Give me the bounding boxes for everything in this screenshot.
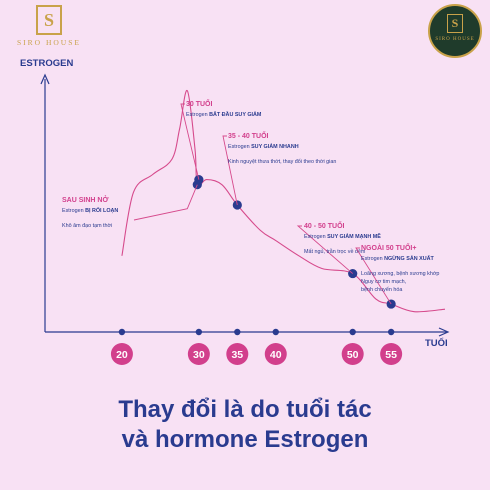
- annotation-connector: [133, 184, 198, 221]
- annotation-subtitle-prefix: Estrogen: [186, 112, 209, 118]
- annotation-subtitle-emphasis: NGỪNG SẢN XUẤT: [384, 255, 434, 262]
- x-axis-arrow: [438, 327, 450, 337]
- annotation-title: SAU SINH NỞ: [62, 195, 108, 204]
- annotation-subtitle-prefix: Estrogen: [62, 208, 85, 214]
- x-tick-label: 40: [270, 349, 282, 361]
- brand-name-right: SIRO HOUSE: [435, 37, 475, 42]
- annotation-subtitle-emphasis: SUY GIẢM NHANH: [251, 143, 299, 150]
- y-axis-arrow: [40, 73, 50, 85]
- brand-logo-left: S SIRO HOUSE: [14, 5, 84, 47]
- x-tick-label: 55: [385, 349, 397, 361]
- x-tick-badge: [380, 343, 403, 365]
- annotation-title: NGOÀI 50 TUỔI+: [361, 243, 416, 252]
- annotation-subtitle: Estrogen NGỪNG SẢN XUẤT: [361, 255, 434, 262]
- x-tick-dot: [234, 328, 241, 336]
- annotation-connector: [222, 135, 238, 206]
- x-tick-badge: [264, 343, 287, 365]
- annotation-subtitle-emphasis: SUY GIẢM MẠNH MẼ: [327, 233, 381, 240]
- annotation-note: Mất ngủ, trằn trọc về đêm: [304, 248, 366, 255]
- annotation-subtitle-prefix: Estrogen: [228, 144, 251, 150]
- brand-name: SIRO HOUSE: [17, 38, 81, 47]
- annotation-title: 30 TUỔI: [186, 99, 213, 108]
- annotation-subtitle-emphasis: BỊ RỐI LOẠN: [85, 207, 118, 214]
- x-tick-label: 30: [193, 349, 205, 361]
- annotation-subtitle: Estrogen BẮT ĐẦU SUY GIẢM: [186, 110, 262, 118]
- annotation-title: 40 - 50 TUỔI: [304, 221, 345, 230]
- annotation-connector: [355, 247, 392, 305]
- estrogen-curve: [121, 90, 446, 313]
- annotation-note: Loãng xương, bệnh xương khớp: [361, 271, 439, 277]
- x-tick-badge: [226, 343, 249, 365]
- x-axis-label: TUỔI: [425, 338, 448, 349]
- x-tick-label: 50: [347, 349, 359, 361]
- annotation-connector: [180, 103, 200, 180]
- annotation-subtitle: Estrogen SUY GIẢM MẠNH MẼ: [304, 233, 381, 240]
- annotation-title: 35 - 40 TUỔI: [228, 131, 269, 140]
- x-tick-dot: [349, 328, 356, 336]
- brand-logo-right: S SIRO HOUSE: [428, 4, 482, 58]
- x-tick-dot: [118, 328, 126, 336]
- annotation-subtitle-prefix: Estrogen: [361, 256, 384, 262]
- x-tick-dot: [272, 328, 279, 336]
- x-tick-label: 35: [231, 349, 243, 361]
- brand-monogram: S: [36, 5, 62, 35]
- annotation-note: Nguy cơ tim mạch,: [361, 279, 407, 285]
- x-tick-badge: [110, 343, 133, 365]
- annotation-subtitle: Estrogen SUY GIẢM NHANH: [228, 143, 299, 150]
- page-title-line-2: và hormone Estrogen: [121, 426, 369, 453]
- annotation-connector: [296, 225, 353, 274]
- x-tick-dot: [195, 328, 203, 336]
- x-tick-dot: [387, 328, 395, 336]
- brand-monogram-right: S: [447, 14, 463, 33]
- x-tick-label: 20: [116, 349, 128, 361]
- annotation-note: bệnh chuyển hóa: [361, 286, 402, 293]
- annotation-subtitle-emphasis: BẮT ĐẦU SUY GIẢM: [209, 110, 262, 118]
- annotation-subtitle-prefix: Estrogen: [304, 234, 327, 240]
- annotation-subtitle: Estrogen BỊ RỐI LOẠN: [62, 207, 118, 214]
- page-title-line-1: Thay đổi là do tuổi tác: [118, 396, 372, 423]
- x-tick-badge: [187, 343, 210, 365]
- annotation-note: Khô âm đạo tạm thời: [62, 223, 112, 229]
- x-tick-badge: [341, 343, 364, 365]
- y-axis-label: ESTROGEN: [20, 58, 74, 69]
- annotation-note: Kinh nguyệt thưa thớt, thay đổi theo thờ…: [228, 158, 336, 165]
